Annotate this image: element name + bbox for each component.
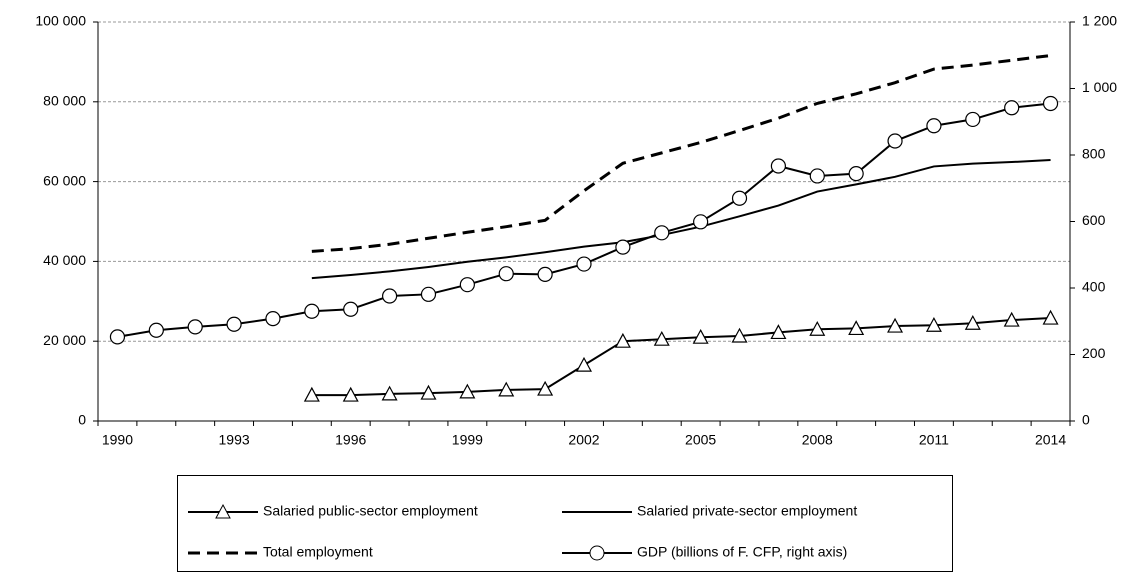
circle-marker xyxy=(1004,100,1020,116)
triangle-marker xyxy=(537,380,554,396)
triangle-marker xyxy=(731,327,748,343)
triangle-marker xyxy=(925,316,942,332)
y2-tick-label: 200 xyxy=(1082,345,1106,361)
triangle-marker xyxy=(653,330,670,346)
triangle-marker xyxy=(1003,311,1020,327)
circle-marker xyxy=(887,133,903,149)
circle-marker xyxy=(615,239,631,255)
circle-marker xyxy=(304,303,320,319)
circle-marker xyxy=(848,166,864,182)
circle-marker xyxy=(926,118,942,134)
circle-marker xyxy=(537,266,553,282)
x-tick-label: 2002 xyxy=(568,432,599,448)
triangle-marker xyxy=(692,328,709,344)
triangle-marker xyxy=(1042,309,1059,325)
legend-marker xyxy=(215,503,231,519)
legend-label: Salaried private-sector employment xyxy=(637,503,857,519)
y2-tick-label: 1 000 xyxy=(1082,79,1117,95)
circle-marker xyxy=(498,266,514,282)
y-tick-label: 80 000 xyxy=(43,93,86,109)
x-tick-label: 2005 xyxy=(685,432,716,448)
circle-marker xyxy=(343,301,359,317)
triangle-marker xyxy=(964,314,981,330)
y2-tick-label: 1 200 xyxy=(1082,13,1117,29)
x-tick-label: 2014 xyxy=(1035,432,1066,448)
y2-tick-label: 0 xyxy=(1082,412,1090,428)
triangle-marker xyxy=(575,356,593,372)
y2-tick-label: 400 xyxy=(1082,279,1106,295)
circle-marker xyxy=(654,225,670,241)
x-tick-label: 2008 xyxy=(802,432,833,448)
triangle-marker xyxy=(420,384,437,400)
x-tick-label: 1999 xyxy=(452,432,483,448)
y-tick-label: 40 000 xyxy=(43,252,86,268)
series-line xyxy=(311,317,1051,397)
triangle-marker xyxy=(498,381,515,397)
y-tick-label: 100 000 xyxy=(35,13,86,29)
circle-marker xyxy=(459,277,475,293)
circle-marker xyxy=(382,288,398,304)
triangle-marker xyxy=(809,320,826,336)
circle-marker xyxy=(226,316,242,332)
y2-tick-label: 800 xyxy=(1082,146,1106,162)
circle-marker xyxy=(420,286,437,302)
triangle-marker xyxy=(303,386,320,402)
legend-marker xyxy=(589,545,605,561)
triangle-marker xyxy=(381,385,398,401)
x-tick-label: 1993 xyxy=(219,432,250,448)
series-line xyxy=(117,102,1051,338)
legend-label: GDP (billions of F. CFP, right axis) xyxy=(637,544,847,560)
circle-marker xyxy=(809,168,825,184)
y2-tick-label: 600 xyxy=(1082,212,1106,228)
circle-marker xyxy=(731,190,748,206)
series-line xyxy=(311,159,1051,280)
series-line xyxy=(311,54,1051,253)
legend-label: Salaried public-sector employment xyxy=(263,503,478,519)
y-tick-label: 0 xyxy=(78,412,86,428)
circle-marker xyxy=(770,158,787,174)
circle-marker xyxy=(148,322,164,338)
x-tick-label: 1990 xyxy=(102,432,133,448)
x-tick-label: 1996 xyxy=(335,432,366,448)
legend-label: Total employment xyxy=(263,544,373,560)
triangle-marker xyxy=(342,386,359,402)
y-tick-label: 20 000 xyxy=(43,332,86,348)
triangle-marker xyxy=(770,324,787,340)
triangle-marker xyxy=(848,320,865,336)
triangle-marker xyxy=(887,317,904,333)
triangle-marker xyxy=(614,332,631,348)
triangle-marker xyxy=(459,383,476,399)
circle-marker xyxy=(693,214,709,230)
circle-marker xyxy=(187,319,203,335)
circle-marker xyxy=(965,111,981,128)
circle-marker xyxy=(576,256,592,272)
circle-marker xyxy=(109,329,126,345)
x-tick-label: 2011 xyxy=(919,432,949,448)
y-tick-label: 60 000 xyxy=(43,172,86,188)
circle-marker xyxy=(1042,95,1059,112)
circle-marker xyxy=(265,310,281,327)
